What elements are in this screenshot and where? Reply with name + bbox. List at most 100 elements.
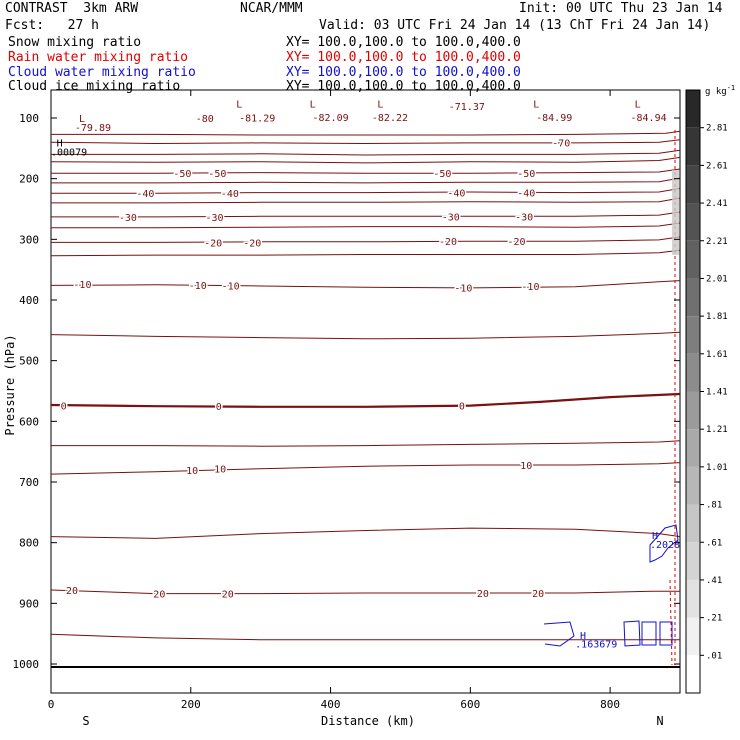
contour-label: 20	[153, 590, 165, 601]
colorbar-swatch	[686, 203, 700, 241]
y-tick-label: 500	[19, 355, 39, 368]
contour-label-layer: -80 -81.29 -82.09 -82.22 -71.37 -84.99 -84.94 -…	[59, 100, 668, 602]
model-title: CONTRAST 3km ARW	[5, 1, 139, 16]
org-label: NCAR/MMM	[240, 1, 303, 16]
contour-label: -30	[442, 212, 460, 223]
y-tick-label: 300	[19, 233, 39, 246]
contour-label: -84.99	[536, 113, 572, 124]
contour-label: -79.89	[75, 123, 111, 134]
contour-label: -10	[521, 282, 539, 293]
colorbar-unit: g kg-1	[705, 84, 735, 97]
legend-snow-name: Snow mixing ratio	[8, 35, 142, 50]
plot-frame	[50, 89, 681, 694]
contour-label: -50	[517, 169, 535, 180]
isotherm-line	[50, 139, 681, 145]
contour-label: 10	[520, 461, 532, 472]
rain-boundary-line-2	[669, 579, 673, 666]
contour-label: -50	[433, 169, 451, 180]
x-axis: 0 200 400 600 800	[48, 90, 620, 711]
colorbar-swatch	[686, 278, 700, 317]
isotherm-line	[51, 130, 681, 136]
cloud-contour-north	[649, 524, 679, 563]
isotherm-line	[51, 236, 681, 243]
colorbar-swatch	[686, 165, 700, 204]
colorbar-tick-label: 1.41	[706, 388, 728, 398]
contour-label: -10	[189, 281, 207, 292]
contour-label: -71.37	[449, 102, 485, 113]
init-time: Init: 00 UTC Thu 23 Jan 14	[519, 1, 723, 16]
colorbar-tick-label: 1.01	[706, 463, 728, 473]
extremum-marker: L	[377, 99, 383, 110]
colorbar-swatch	[686, 127, 700, 166]
x-tick-label: 600	[460, 698, 480, 711]
contour-label: -10	[73, 280, 91, 291]
colorbar-swatch	[686, 316, 700, 354]
cloud-contour-surface-3	[641, 621, 657, 646]
isotherm-line	[51, 211, 681, 218]
contour-label: -40	[136, 189, 154, 200]
isotherm-line	[50, 249, 681, 257]
colorbar-swatch	[686, 579, 700, 618]
extremum-marker: .2028	[650, 540, 680, 551]
colorbar-tick-label: .21	[706, 614, 722, 624]
contour-label: -84.94	[630, 113, 666, 124]
contour-label: 20	[222, 590, 234, 601]
isotherm-line	[50, 589, 680, 595]
colorbar-tick-label: .01	[706, 651, 722, 661]
contour-label: 20	[66, 586, 78, 597]
isotherm-line	[51, 197, 681, 204]
colorbar-tick-label: 2.81	[706, 124, 728, 134]
snow-shade	[672, 170, 679, 255]
x-tick-label: 800	[600, 698, 620, 711]
colorbar-swatch	[686, 504, 700, 543]
contour-label: 10	[186, 466, 198, 477]
contour-label: -40	[221, 189, 239, 200]
colorbar-swatch	[686, 240, 700, 279]
colorbar-swatch	[686, 617, 700, 656]
extremum-marker: L	[79, 114, 85, 125]
contour-label: -20	[507, 237, 525, 248]
south-label: S	[82, 714, 89, 728]
extremum-marker: H	[580, 631, 586, 642]
cloud-contour-surface-2	[623, 620, 641, 647]
rain-boundary	[669, 130, 679, 666]
colorbar-tick-label: 2.61	[706, 161, 728, 171]
colorbar-swatch	[686, 542, 700, 580]
y-tick-label: 600	[19, 415, 39, 428]
isotherm-line	[51, 187, 681, 194]
isotherm-line	[50, 331, 681, 340]
contour-label: 10	[214, 465, 226, 476]
x-tick-label: 400	[321, 698, 341, 711]
isotherm-line	[50, 392, 681, 408]
isotherm-line	[50, 462, 681, 475]
cloud-contour-surface-1	[543, 621, 575, 647]
contour-label: -82.09	[312, 113, 348, 124]
colorbar-swatch	[686, 466, 700, 505]
contour-label: -40	[447, 189, 465, 200]
y-tick-label: 100	[19, 112, 39, 125]
extremum-marker: .00079	[51, 147, 87, 158]
cloud-contour-surface-4	[659, 621, 673, 646]
colorbar-swatch	[686, 353, 700, 392]
contour-label: 20	[532, 589, 544, 600]
colorbar-tick-label: 2.01	[706, 274, 728, 284]
contour-label: -70	[552, 138, 570, 149]
north-label: N	[656, 714, 663, 728]
isotherm-line	[51, 177, 681, 184]
legend-snow-xy: XY= 100.0,100.0 to 100.0,400.0	[286, 35, 521, 50]
y-tick-label: 900	[19, 597, 39, 610]
isotherm-line	[50, 280, 681, 289]
legend-cloudwater-xy: XY= 100.0,100.0 to 100.0,400.0	[286, 65, 521, 80]
colorbar: 2.81 2.61 2.41 2.21 2.01 1.81 1.61 1.41 1.21 1.01…	[685, 89, 728, 694]
colorbar-tick-label: 1.81	[706, 312, 728, 322]
contour-label: 0	[61, 402, 67, 413]
y-tick-label: 1000	[13, 658, 40, 671]
valid-time: Valid: 03 UTC Fri 24 Jan 14 (13 ChT Fri …	[319, 18, 711, 33]
x-tick-label: 200	[181, 698, 201, 711]
y-tick-label: 400	[19, 294, 39, 307]
contour-label: -10	[222, 281, 240, 292]
isotherm-line	[50, 633, 680, 641]
contour-label: -20	[439, 237, 457, 248]
